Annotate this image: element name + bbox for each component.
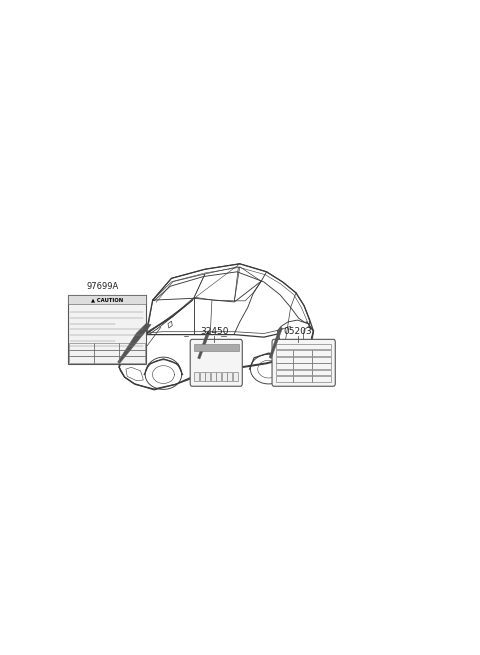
Bar bbox=[276, 357, 293, 363]
Bar bbox=[312, 350, 331, 356]
Bar bbox=[194, 344, 239, 351]
Bar bbox=[276, 376, 293, 382]
Bar bbox=[312, 376, 331, 382]
Bar bbox=[233, 371, 238, 381]
Bar bbox=[293, 369, 312, 375]
FancyBboxPatch shape bbox=[272, 339, 335, 386]
Bar bbox=[120, 343, 145, 350]
Bar bbox=[120, 350, 145, 356]
Polygon shape bbox=[119, 322, 313, 389]
Polygon shape bbox=[118, 323, 151, 364]
Bar bbox=[95, 356, 120, 363]
Bar bbox=[276, 350, 293, 356]
Bar bbox=[194, 371, 199, 381]
Bar bbox=[69, 343, 95, 350]
Bar bbox=[276, 344, 331, 349]
Bar bbox=[222, 371, 227, 381]
Polygon shape bbox=[119, 300, 193, 358]
Bar bbox=[120, 356, 145, 363]
Text: ▲ CAUTION: ▲ CAUTION bbox=[91, 297, 123, 302]
Polygon shape bbox=[269, 327, 282, 358]
Bar bbox=[68, 295, 146, 364]
Polygon shape bbox=[198, 331, 210, 359]
Bar bbox=[200, 371, 205, 381]
FancyBboxPatch shape bbox=[190, 339, 242, 386]
Bar bbox=[293, 363, 312, 369]
Bar bbox=[68, 295, 146, 303]
Bar bbox=[293, 357, 312, 363]
Polygon shape bbox=[153, 264, 310, 326]
Bar bbox=[205, 371, 210, 381]
Text: 97699A: 97699A bbox=[87, 282, 119, 291]
Bar bbox=[276, 363, 293, 369]
Bar bbox=[227, 371, 232, 381]
Bar bbox=[293, 376, 312, 382]
Bar bbox=[312, 357, 331, 363]
Text: 32450: 32450 bbox=[200, 327, 228, 336]
Bar bbox=[293, 350, 312, 356]
Polygon shape bbox=[277, 320, 313, 359]
Bar bbox=[276, 369, 293, 375]
Bar bbox=[69, 356, 95, 363]
Bar bbox=[95, 350, 120, 356]
Text: 05203: 05203 bbox=[284, 327, 312, 336]
Bar bbox=[312, 363, 331, 369]
Bar bbox=[312, 369, 331, 375]
Bar bbox=[95, 343, 120, 350]
Bar bbox=[216, 371, 221, 381]
Bar bbox=[211, 371, 216, 381]
Bar bbox=[69, 350, 95, 356]
